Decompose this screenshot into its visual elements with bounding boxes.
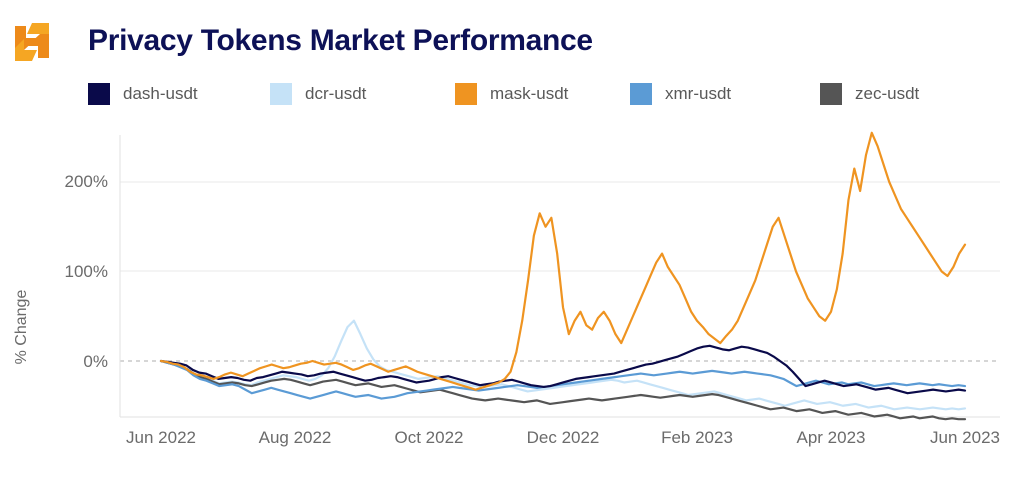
legend-label-zec-usdt: zec-usdt: [855, 84, 920, 103]
legend-item-dcr-usdt[interactable]: dcr-usdt: [270, 80, 366, 108]
legend-swatch-mask-usdt: [455, 83, 477, 105]
x-tick-apr-2023: Apr 2023: [796, 428, 866, 447]
y-tick-200: 200%: [64, 172, 108, 191]
x-tick-oct-2022: Oct 2022: [394, 428, 464, 447]
legend-swatch-zec-usdt: [820, 83, 842, 105]
x-tick-aug-2022: Aug 2022: [258, 428, 332, 447]
logo-bottom-shape: [15, 39, 37, 61]
x-tick-feb-2023: Feb 2023: [661, 428, 733, 447]
x-tick-jun-2022: Jun 2022: [126, 428, 196, 447]
legend-item-xmr-usdt[interactable]: xmr-usdt: [630, 80, 731, 108]
chart-legend: dash-usdt dcr-usdt mask-usdt xmr-usdt ze…: [86, 80, 986, 108]
legend-swatch-dash-usdt: [88, 83, 110, 105]
hexagon-brackets-logo: [9, 19, 55, 65]
y-tick-100: 100%: [64, 262, 108, 281]
series-line-mask-usdt: [159, 131, 967, 391]
legend-item-dash-usdt[interactable]: dash-usdt: [88, 80, 198, 108]
series-line-zec-usdt: [159, 359, 967, 421]
legend-item-mask-usdt[interactable]: mask-usdt: [455, 80, 568, 108]
x-tick-jun-2023: Jun 2023: [930, 428, 1000, 447]
series-line-dash-usdt: [159, 344, 967, 395]
series-group: [159, 131, 967, 421]
y-tick-0: 0%: [83, 352, 108, 371]
series-line-dcr-usdt: [159, 319, 967, 411]
legend-swatch-dcr-usdt: [270, 83, 292, 105]
legend-label-xmr-usdt: xmr-usdt: [665, 84, 732, 103]
x-tick-dec-2022: Dec 2022: [526, 428, 600, 447]
plot-area: [119, 131, 1000, 421]
legend-swatch-xmr-usdt: [630, 83, 652, 105]
legend-label-dcr-usdt: dcr-usdt: [305, 84, 367, 103]
legend-item-zec-usdt[interactable]: zec-usdt: [820, 80, 919, 108]
legend-label-dash-usdt: dash-usdt: [123, 84, 198, 103]
logo-right-shape: [27, 34, 49, 58]
page-title: Privacy Tokens Market Performance: [88, 24, 593, 57]
header: Privacy Tokens Market Performance: [0, 0, 1017, 72]
logo-svg: [15, 23, 49, 61]
series-line-xmr-usdt: [159, 359, 967, 400]
line-chart: % Change 200% 100% 0% Jun 2022 Aug 20: [0, 110, 1017, 481]
legend-label-mask-usdt: mask-usdt: [490, 84, 569, 103]
